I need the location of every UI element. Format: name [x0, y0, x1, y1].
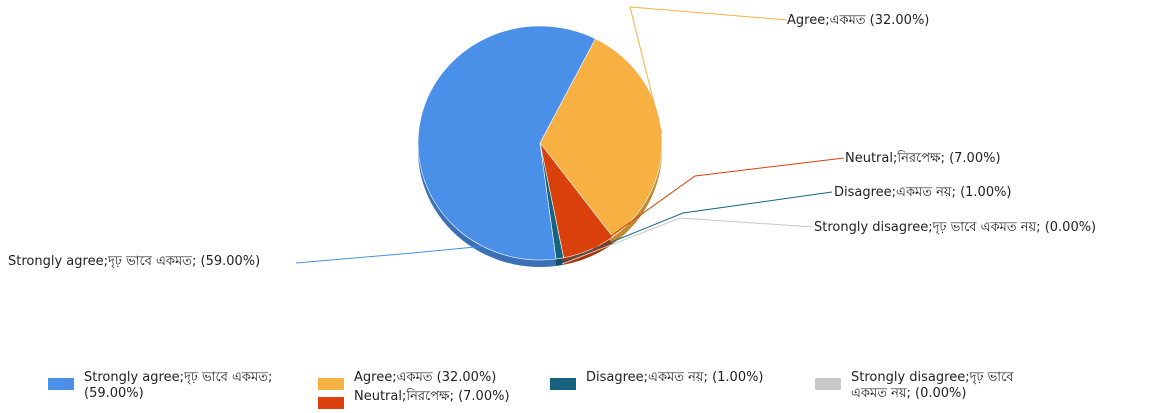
slice-label-disagree: Disagree;একমত নয়; (1.00%) [834, 185, 1012, 200]
pie-slice-strongly-agree [417, 25, 596, 261]
leader-line-strongly-disagree [561, 217, 814, 265]
slice-label-strongly-disagree: Strongly disagree;দৃঢ় ভাবে একমত নয়; (0… [814, 220, 1096, 235]
leader-line-neutral [591, 157, 845, 251]
leader-line-disagree [563, 191, 833, 262]
slice-label-agree: Agree;একমত (32.00%) [787, 13, 929, 28]
slice-label-neutral: Neutral;নিরপেক্ষ; (7.00%) [845, 150, 1001, 166]
callouts: Strongly agree;দৃঢ় ভাবে একমত; (59.00%) … [8, 6, 1096, 269]
leader-line-strongly-agree [295, 245, 483, 264]
pie-slices [417, 25, 663, 261]
slice-label-strongly-agree: Strongly agree;দৃঢ় ভাবে একমত; (59.00%) [8, 254, 260, 269]
leader-line-agree [629, 6, 788, 134]
